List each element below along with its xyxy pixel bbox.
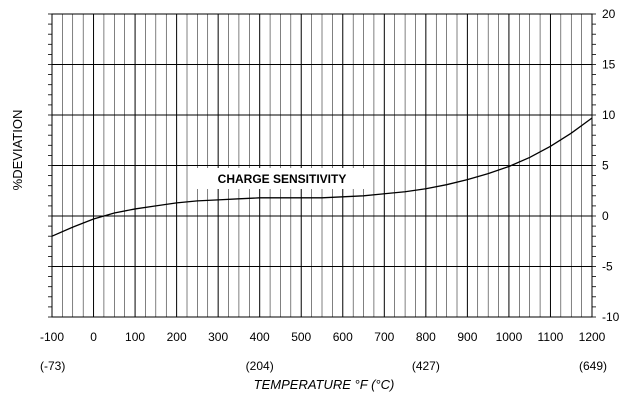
y-tick-label: 15: [602, 58, 616, 72]
y-tick-label: 10: [602, 108, 616, 122]
x-tick-label: 700: [374, 330, 394, 344]
x-tick-label-celsius: (204): [246, 359, 274, 373]
x-tick-label: 1000: [496, 330, 523, 344]
x-tick-label: -100: [40, 330, 64, 344]
x-tick-label: 500: [291, 330, 311, 344]
x-tick-label: 1100: [538, 330, 564, 344]
x-tick-label: 900: [457, 330, 477, 344]
x-tick-label: 100: [125, 330, 145, 344]
y-tick-labels: 20 15 10 5 0 -5 -10: [602, 7, 620, 324]
x-tick-label-celsius: (649): [579, 359, 607, 373]
x-tick-label: 200: [167, 330, 187, 344]
y-tick-label: -10: [602, 310, 620, 324]
y-tick-label: 5: [602, 159, 609, 173]
x-axis-title: TEMPERATURE °F (°C): [254, 377, 395, 392]
x-tick-label: 1200: [579, 330, 606, 344]
series-line-charge-sensitivity: [51, 117, 593, 237]
x-tick-labels-celsius: (-73) (204) (427) (649): [40, 359, 607, 373]
annotation-charge-sensitivity: CHARGE SENSITIVITY: [218, 172, 347, 186]
x-tick-label: 0: [90, 330, 97, 344]
y-tick-label: 0: [602, 209, 609, 223]
x-tick-label: 600: [333, 330, 353, 344]
y-tick-label: 20: [602, 7, 616, 21]
x-tick-label-celsius: (-73): [40, 359, 65, 373]
annotation-background: [192, 168, 372, 189]
x-tick-label-celsius: (427): [412, 359, 440, 373]
x-tick-labels: -100 0 100 200 300 400 500 600 700 800 900 1000 1100…: [40, 330, 606, 344]
y-axis-title: %DEVIATION: [10, 110, 25, 191]
x-tick-label: 400: [250, 330, 270, 344]
axis-ticks: [48, 13, 596, 318]
x-tick-label: 300: [208, 330, 228, 344]
x-tick-label: 800: [416, 330, 436, 344]
y-tick-label: -5: [602, 260, 613, 274]
